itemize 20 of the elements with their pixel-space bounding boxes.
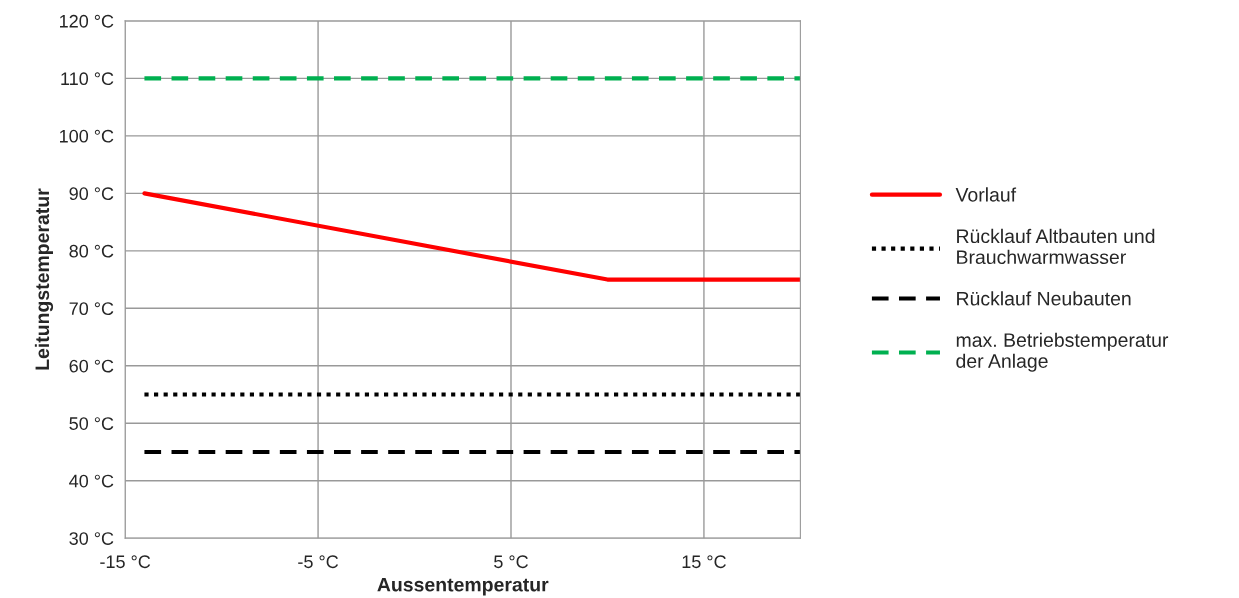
legend-label: Rücklauf Altbauten und Brauchwarmwasser (957, 228, 1155, 265)
x-axis-title: Aussentemperatur (377, 577, 549, 596)
y-tick-label: 90 °C (69, 187, 114, 201)
y-tick-label: 50 °C (69, 417, 114, 430)
x-tick-label: 5 °C (494, 555, 528, 569)
legend-label: Vorlauf (955, 187, 1017, 202)
y-tick-label: 40 °C (69, 474, 114, 488)
x-tick-label: 15 °C (682, 555, 726, 569)
x-tick-label: -5 °C (298, 555, 339, 569)
y-tick-label: 110 °C (61, 72, 114, 86)
x-tick-label: -15 °C (100, 555, 151, 569)
y-tick-label: 30 °C (69, 532, 114, 545)
y-tick-label: 60 °C (69, 359, 114, 373)
legend-label: Rücklauf Neubauten (957, 291, 1131, 306)
y-tick-label: 80 °C (69, 244, 114, 258)
y-tick-label: 120 °C (60, 14, 114, 28)
y-tick-label: 100 °C (60, 129, 114, 143)
y-axis-title: Leitungstemperatur (34, 188, 54, 370)
legend-label: max. Betriebstemperatur der Anlage (956, 332, 1169, 372)
y-tick-label: 70 °C (69, 302, 114, 316)
